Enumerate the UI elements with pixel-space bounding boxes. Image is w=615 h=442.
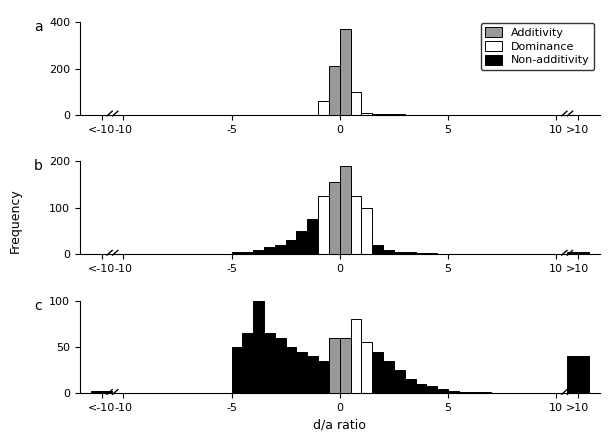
Bar [339,114,351,115]
Bar [339,29,351,115]
Bar [383,361,394,393]
Bar [437,389,448,393]
Text: a: a [34,20,42,34]
Bar [372,114,383,115]
Bar [339,356,351,393]
Bar [351,231,362,254]
Bar [308,356,318,393]
Bar [351,92,362,115]
Text: Frequency: Frequency [9,189,22,253]
Bar [318,196,329,254]
Bar [91,391,113,393]
Bar [448,391,459,393]
X-axis label: d/a ratio: d/a ratio [314,419,366,432]
Bar [275,338,285,393]
Bar [242,252,253,254]
Bar [459,392,470,393]
Bar [329,338,339,393]
Bar [567,356,589,393]
Bar [405,379,416,393]
Bar [426,386,437,393]
Bar [416,384,426,393]
Bar [394,252,405,254]
Bar [394,370,405,393]
Bar [253,301,264,393]
Bar [264,333,275,393]
Bar [318,217,329,254]
Bar [308,219,318,254]
Bar [231,252,242,254]
Bar [329,103,339,115]
Bar [339,338,351,393]
Bar [351,319,362,393]
Bar [383,114,394,115]
Bar [351,347,362,393]
Bar [264,247,275,254]
Bar [470,392,480,393]
Bar [285,240,296,254]
Bar [242,333,253,393]
Bar [329,182,339,254]
Bar [329,338,339,393]
Bar [480,392,491,393]
Bar [362,113,372,115]
Bar [426,253,437,254]
Bar [285,347,296,393]
Bar [372,245,383,254]
Bar [416,253,426,254]
Bar [253,249,264,254]
Bar [351,113,362,115]
Bar [362,208,372,254]
Bar [383,249,394,254]
Bar [231,347,242,393]
Bar [329,222,339,254]
Bar [318,101,329,115]
Bar [362,238,372,254]
Bar [275,245,285,254]
Bar [362,113,372,115]
Bar [339,182,351,254]
Bar [339,36,351,115]
Bar [362,342,372,393]
Bar [329,187,339,254]
Bar [405,252,416,254]
Bar [339,338,351,393]
Bar [318,361,329,393]
Legend: Additivity, Dominance, Non-additivity: Additivity, Dominance, Non-additivity [481,23,594,70]
Bar [339,229,351,254]
Text: b: b [34,160,43,173]
Bar [296,352,308,393]
Bar [296,231,308,254]
Bar [362,347,372,393]
Text: c: c [34,299,42,312]
Bar [567,252,589,254]
Bar [329,361,339,393]
Bar [372,352,383,393]
Bar [394,114,405,115]
Bar [351,196,362,254]
Bar [339,166,351,254]
Bar [329,66,339,115]
